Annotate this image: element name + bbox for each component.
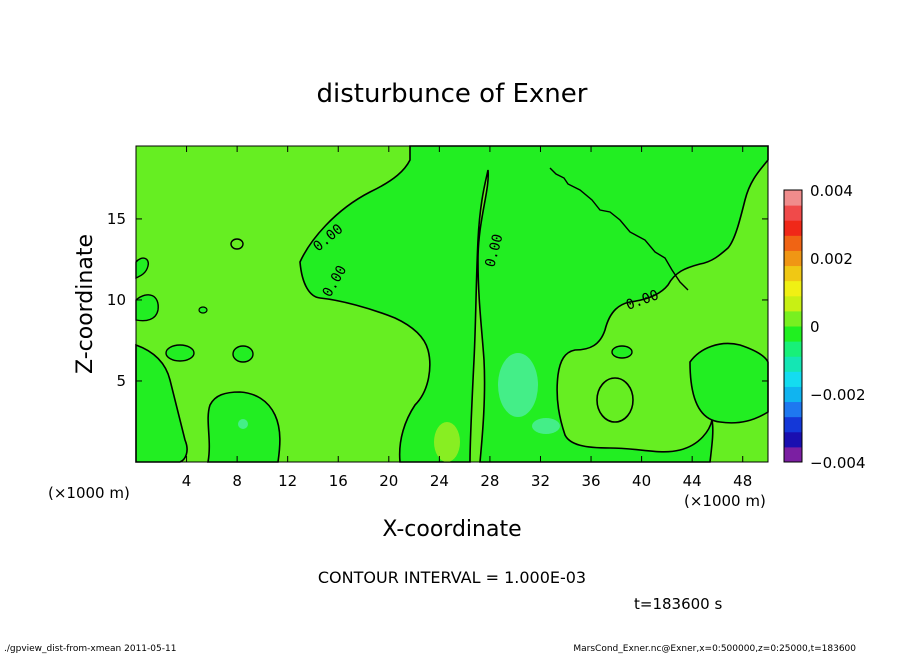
contour-small-2 (232, 345, 254, 363)
colorbar-swatch (784, 235, 802, 251)
y-tick-label: 15 (107, 210, 126, 228)
x-tick-label: 44 (683, 472, 702, 490)
x-tick-label: 24 (430, 472, 449, 490)
region-low-30 (498, 353, 538, 417)
contour-region-right-bottom (689, 342, 769, 424)
colorbar-swatch (784, 220, 802, 236)
contour-jagged-right (549, 167, 689, 291)
colorbar-tick-label: −0.004 (810, 454, 866, 472)
colorbar-tick-label: 0 (810, 318, 820, 336)
x-tick-label: 4 (182, 472, 192, 490)
chart-title: disturbunce of Exner (317, 79, 588, 109)
colorbar-tick-label: 0.002 (810, 250, 853, 268)
contour-small-3 (230, 238, 244, 250)
colorbar-frame (783, 189, 803, 463)
contour-region-left-mid (135, 294, 159, 322)
x-axis-title: X-coordinate (382, 517, 521, 542)
colorbar-swatch (784, 265, 802, 282)
x-tick-label: 40 (632, 472, 651, 490)
contour-interval-text: CONTOUR INTERVAL = 1.000E-03 (318, 568, 586, 587)
x-tick-label: 12 (278, 472, 297, 490)
y-axis-title: Z-coordinate (73, 234, 98, 374)
x-tick-label: 36 (581, 472, 600, 490)
x-tick-label: 20 (379, 472, 398, 490)
x-tick-label: 48 (733, 472, 752, 490)
contour-small-4 (596, 377, 634, 423)
region-high-24 (434, 422, 460, 462)
colorbar-swatch (784, 386, 802, 403)
x-tick-label: 8 (232, 472, 242, 490)
colorbar-swatch (784, 401, 802, 418)
colorbar-swatch (784, 310, 802, 327)
contour-small-1 (165, 344, 195, 362)
colorbar-swatch (784, 371, 802, 387)
colorbar-swatch (784, 356, 802, 372)
y-axis-ticks: 5 10 15 (107, 210, 768, 390)
x-tick-label: 28 (480, 472, 499, 490)
colorbar-swatch (784, 295, 802, 312)
colorbar (784, 190, 802, 463)
colorbar-swatch (784, 280, 802, 297)
colorbar-tick-label: −0.002 (810, 386, 866, 404)
colorbar-swatch (784, 326, 802, 342)
colorbar-swatch (784, 446, 802, 463)
contour-small-5 (611, 345, 633, 359)
contour-region-central (299, 145, 769, 463)
colorbar-ticks: 0.004 0.002 0 −0.002 −0.004 (810, 182, 866, 472)
x-unit-label-left: (×1000 m) (48, 484, 130, 502)
region-low-32 (532, 418, 560, 434)
colorbar-swatch (784, 341, 802, 357)
footer-left: ./gpview_dist-from-xmean 2011-05-11 (4, 644, 176, 654)
plot-frame (135, 145, 769, 463)
contour-region-left-lower (135, 343, 188, 463)
x-unit-label-right: (×1000 m) (684, 492, 766, 510)
footer-right: MarsCond_Exner.nc@Exner,x=0:500000,z=0:2… (573, 644, 856, 654)
x-axis-ticks: 4 8 12 16 20 24 28 32 36 40 44 48 (182, 146, 752, 490)
y-tick-label: 10 (107, 291, 126, 309)
region-low-8 (238, 419, 248, 429)
x-tick-label: 16 (329, 472, 348, 490)
y-tick-label: 5 (116, 372, 126, 390)
contour-small-6 (198, 306, 208, 314)
colorbar-swatch (784, 416, 802, 433)
x-tick-label: 32 (531, 472, 550, 490)
colorbar-swatch (784, 190, 802, 206)
colorbar-swatch (784, 250, 802, 267)
contour-region-left-upper (135, 257, 150, 280)
colorbar-swatch (784, 431, 802, 448)
colorbar-tick-label: 0.004 (810, 182, 853, 200)
colorbar-swatch (784, 205, 802, 221)
time-text: t=183600 s (634, 595, 722, 613)
